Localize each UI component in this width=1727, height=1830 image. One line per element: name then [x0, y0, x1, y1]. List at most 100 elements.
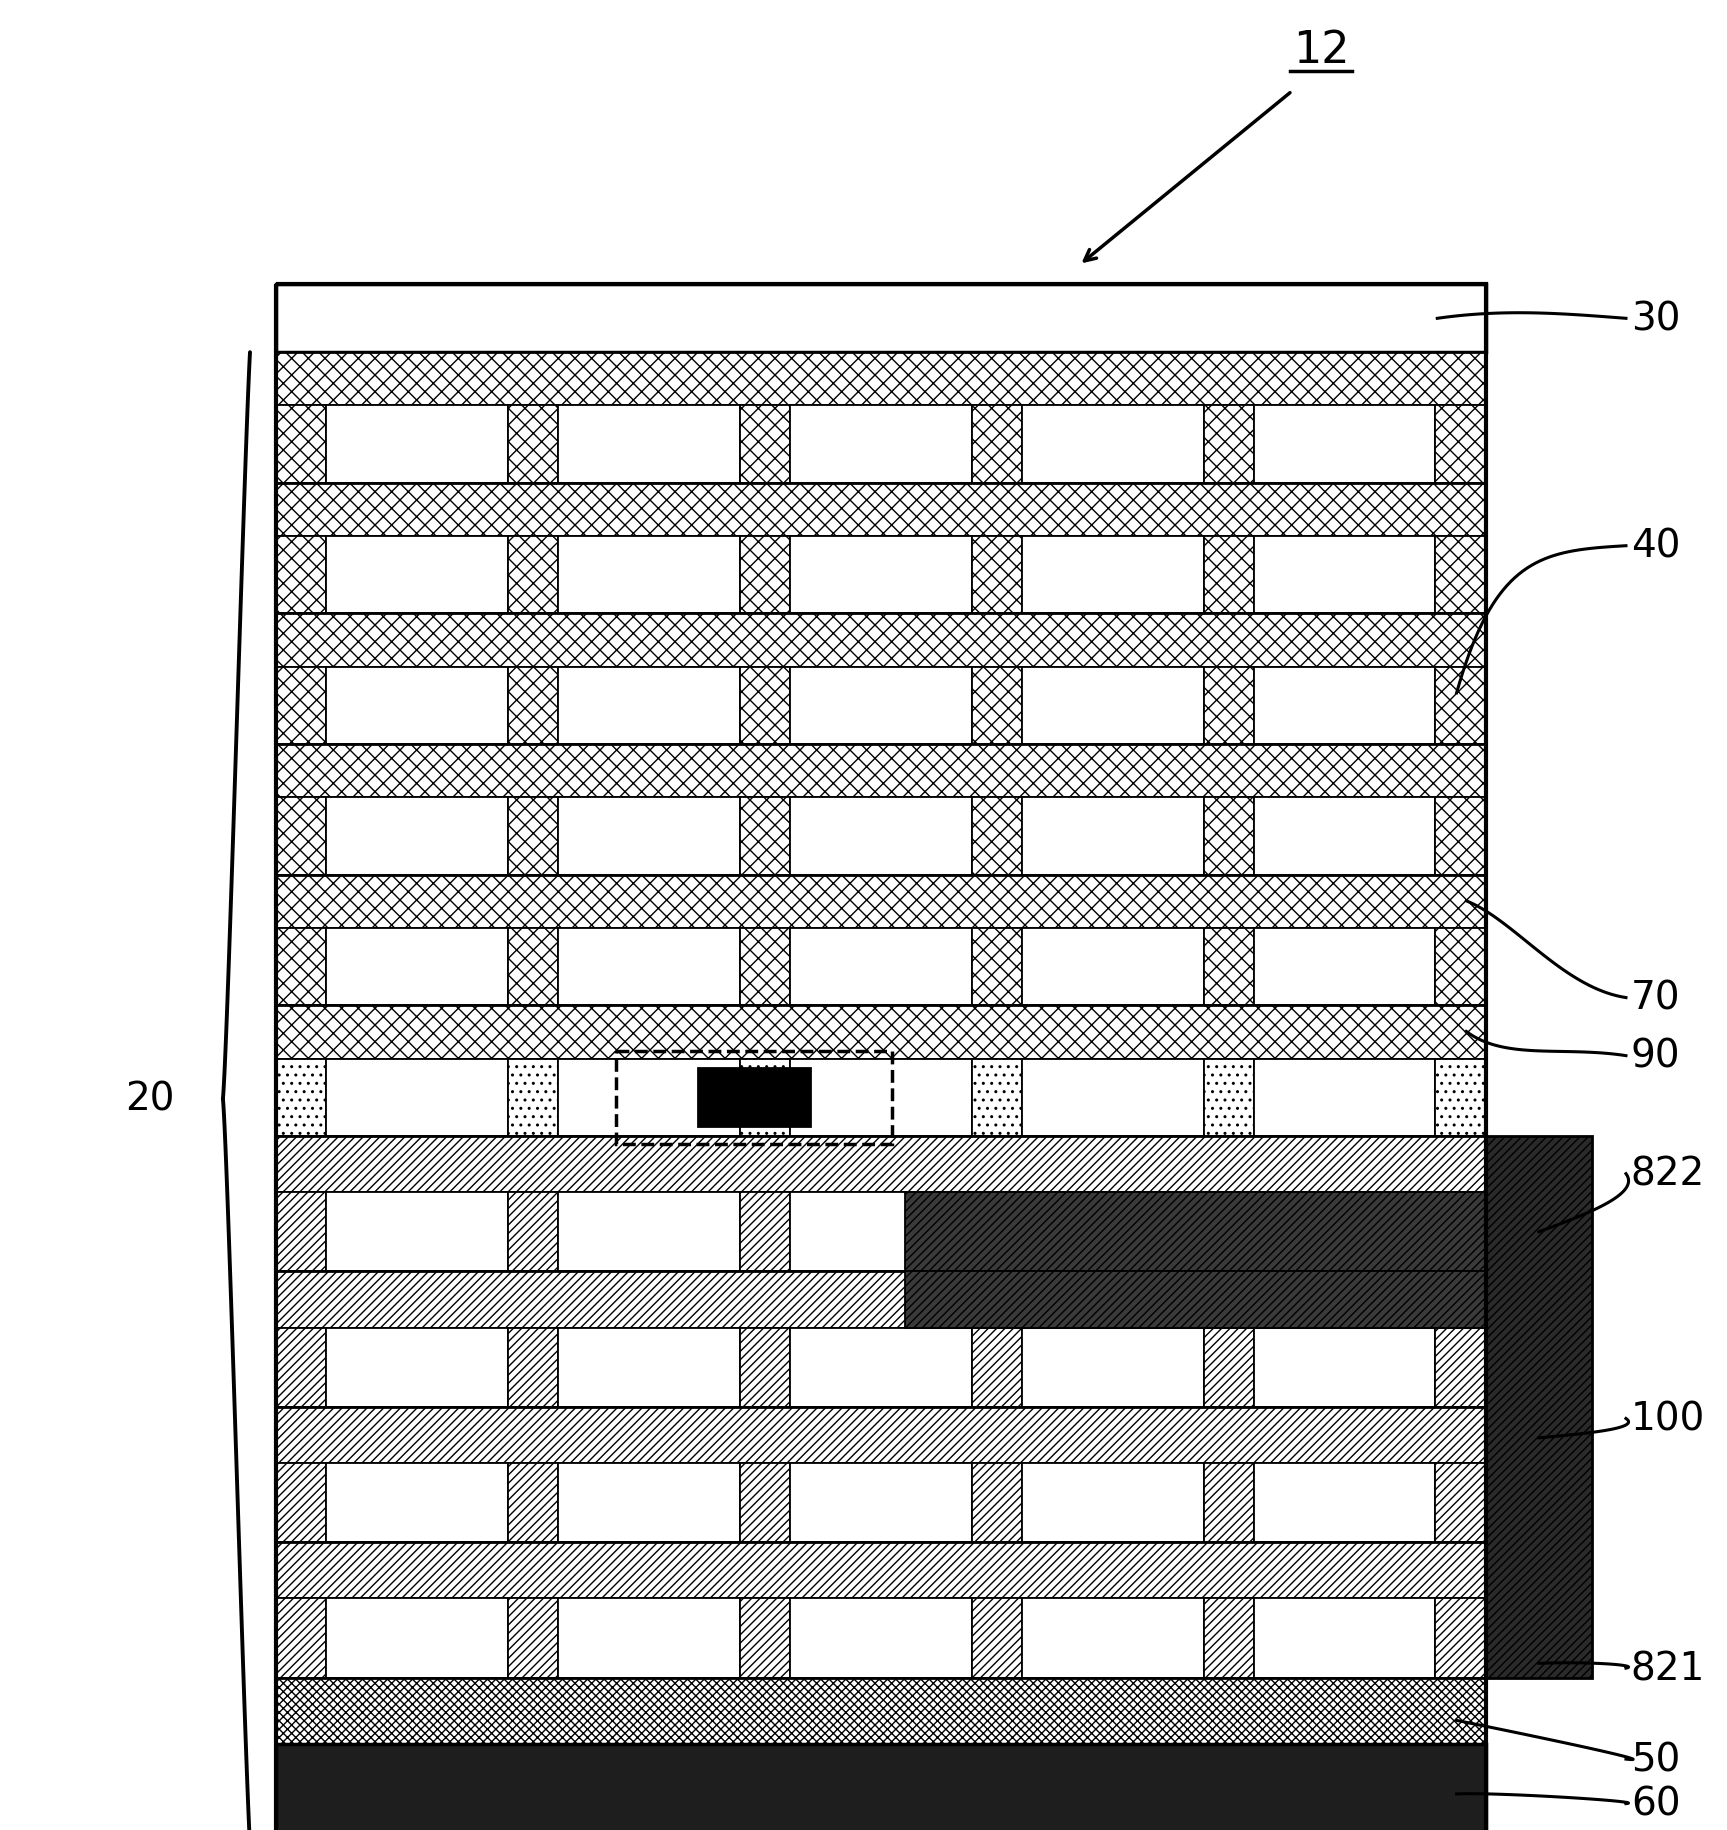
Bar [1254, 1193, 1435, 1272]
Bar [739, 928, 791, 1007]
Bar [276, 285, 1485, 1830]
Bar [1204, 798, 1254, 875]
Bar [972, 928, 1022, 1007]
Bar [972, 406, 1022, 483]
Bar [791, 928, 972, 1007]
Bar [1435, 536, 1485, 615]
Text: 90: 90 [1630, 1038, 1680, 1074]
Bar [326, 1060, 508, 1136]
Bar [326, 536, 508, 615]
Bar [1204, 1464, 1254, 1543]
Bar [276, 798, 326, 875]
Bar [1022, 1329, 1204, 1407]
Bar [276, 1136, 1485, 1193]
Bar [1254, 1060, 1435, 1136]
Bar [508, 1060, 558, 1136]
Bar [276, 1407, 1485, 1464]
Bar [326, 1599, 508, 1678]
Bar [1435, 798, 1485, 875]
Bar [1254, 536, 1435, 615]
Bar [905, 1272, 1485, 1329]
Text: 821: 821 [1630, 1649, 1705, 1687]
Bar [558, 406, 739, 483]
Text: 70: 70 [1630, 979, 1680, 1017]
Bar [1022, 1193, 1204, 1272]
Bar [1204, 1599, 1254, 1678]
Bar [617, 1050, 891, 1144]
Bar [1022, 1464, 1204, 1543]
Bar [508, 1464, 558, 1543]
Bar [326, 928, 508, 1007]
Bar [276, 1599, 326, 1678]
Bar [276, 536, 326, 615]
Bar [326, 1193, 508, 1272]
Bar [508, 1599, 558, 1678]
Bar [791, 668, 972, 745]
Bar [1204, 1329, 1254, 1407]
Bar [739, 1464, 791, 1543]
Bar [1435, 406, 1485, 483]
Bar [508, 798, 558, 875]
Bar [1435, 1329, 1485, 1407]
Bar [326, 798, 508, 875]
Bar [276, 406, 326, 483]
Text: 60: 60 [1630, 1784, 1680, 1823]
Bar [508, 928, 558, 1007]
Bar [1435, 1193, 1485, 1272]
Bar [739, 406, 791, 483]
Bar [276, 745, 1485, 798]
Bar [1254, 1599, 1435, 1678]
Bar [508, 1193, 558, 1272]
Bar [508, 536, 558, 615]
Bar [791, 1599, 972, 1678]
Bar [276, 1272, 1485, 1329]
Text: 12: 12 [1294, 29, 1349, 71]
Bar [558, 798, 739, 875]
Bar [972, 798, 1022, 875]
Bar [508, 1329, 558, 1407]
Bar [1022, 798, 1204, 875]
Bar [1435, 928, 1485, 1007]
Bar [1204, 1060, 1254, 1136]
Bar [739, 668, 791, 745]
Bar [791, 536, 972, 615]
Bar [739, 798, 791, 875]
Bar [276, 353, 1485, 406]
Bar [276, 1060, 326, 1136]
Bar [791, 1464, 972, 1543]
Bar [1022, 406, 1204, 483]
Bar [905, 1193, 1485, 1272]
Bar [972, 668, 1022, 745]
Bar [1435, 1464, 1485, 1543]
Bar [1204, 406, 1254, 483]
Bar [972, 1464, 1022, 1543]
Bar [558, 1599, 739, 1678]
Bar [739, 1329, 791, 1407]
Bar [1254, 798, 1435, 875]
Bar [791, 1193, 972, 1272]
Bar [1435, 668, 1485, 745]
Bar [1204, 928, 1254, 1007]
Bar [276, 875, 1485, 928]
Bar [326, 668, 508, 745]
Bar [558, 1060, 739, 1136]
Bar [1435, 1599, 1485, 1678]
Bar [1435, 1060, 1485, 1136]
Bar [972, 1329, 1022, 1407]
Bar [558, 1329, 739, 1407]
Bar [1204, 536, 1254, 615]
Bar [558, 1464, 739, 1543]
Bar [1022, 928, 1204, 1007]
Bar [508, 406, 558, 483]
Bar [1022, 668, 1204, 745]
Bar [972, 536, 1022, 615]
Bar [1204, 668, 1254, 745]
Bar [276, 668, 326, 745]
Bar [1254, 406, 1435, 483]
Bar [276, 1543, 1485, 1599]
Bar [739, 1193, 791, 1272]
Bar [739, 1060, 791, 1136]
Bar [276, 1193, 326, 1272]
Bar [276, 615, 1485, 668]
Bar [1022, 536, 1204, 615]
